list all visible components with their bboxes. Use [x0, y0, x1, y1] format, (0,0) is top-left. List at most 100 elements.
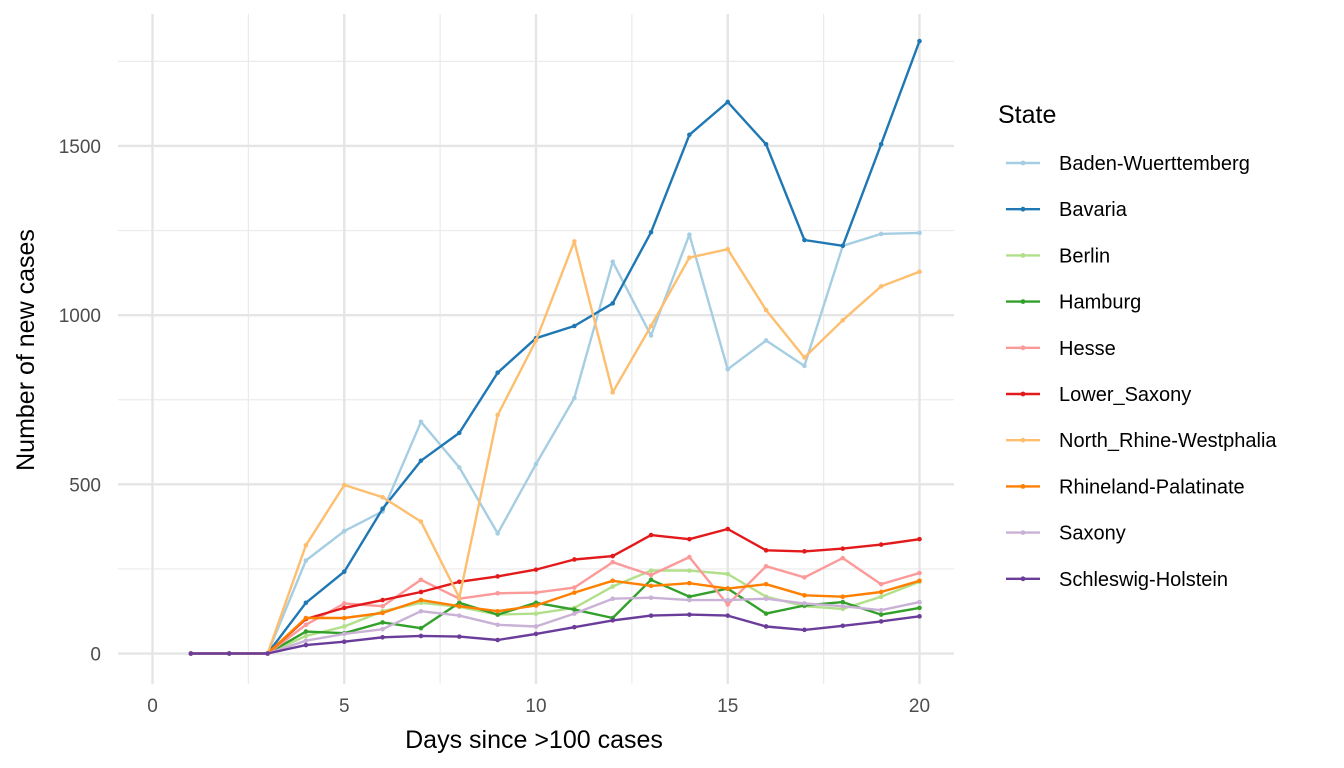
data-point [725, 586, 731, 591]
data-point [840, 555, 846, 561]
data-point [687, 597, 692, 603]
major-gridlines [118, 14, 954, 684]
legend-item: Hamburg [1006, 292, 1141, 314]
data-point [303, 600, 309, 606]
legend-key-point [1020, 391, 1026, 397]
data-point [533, 338, 539, 343]
data-point [341, 631, 347, 637]
data-point [763, 307, 769, 313]
series-line [190, 40, 921, 655]
data-point [457, 579, 462, 585]
data-point [380, 603, 385, 609]
data-point [763, 624, 769, 629]
legend-label: Bavaria [1059, 199, 1128, 221]
legend-label: Saxony [1059, 523, 1126, 545]
data-point [648, 229, 654, 235]
data-point [572, 624, 577, 630]
data-point [802, 593, 807, 598]
legend-key-point [1020, 299, 1026, 304]
data-point [495, 591, 500, 596]
data-point [226, 651, 232, 656]
data-point [725, 613, 731, 618]
data-point [610, 618, 615, 623]
data-point [495, 622, 500, 628]
series-line [190, 579, 920, 655]
data-point [572, 607, 577, 612]
data-point [763, 338, 769, 343]
data-point [610, 553, 615, 559]
data-point [648, 333, 654, 338]
data-point [610, 259, 615, 264]
data-point [495, 574, 500, 579]
legend-key-point [1020, 437, 1026, 443]
data-point [763, 611, 769, 616]
data-point [380, 494, 385, 500]
data-point [303, 638, 309, 643]
data-point [878, 607, 884, 613]
data-point [341, 605, 347, 611]
data-point [341, 482, 347, 488]
y-tick-label: 0 [90, 645, 101, 666]
data-point [457, 634, 462, 639]
legend-key-point [1020, 253, 1026, 258]
data-point [687, 132, 692, 138]
data-point [495, 531, 500, 536]
legend-label: Hesse [1059, 338, 1116, 360]
data-point [380, 626, 385, 632]
data-point [687, 232, 692, 237]
data-point [802, 237, 807, 243]
data-point [840, 599, 846, 605]
series-north-rhine-westphalia [188, 239, 922, 656]
series-line [190, 596, 920, 655]
data-point [572, 590, 577, 595]
data-point [303, 558, 309, 563]
legend-item: Hesse [1006, 338, 1116, 360]
data-point [878, 612, 884, 617]
data-point [648, 583, 654, 589]
legend-label: Schleswig-Holstein [1059, 569, 1228, 591]
data-point [840, 623, 846, 629]
data-point [763, 563, 769, 569]
data-point [572, 611, 577, 616]
data-point [380, 635, 385, 640]
legend-key-point [1020, 484, 1026, 489]
legend-label: Baden-Wuerttemberg [1059, 153, 1250, 175]
x-tick-label: 15 [717, 696, 738, 717]
data-point [648, 568, 654, 573]
data-point [418, 519, 424, 524]
data-point [802, 355, 807, 360]
data-point [878, 141, 884, 147]
data-point [341, 528, 347, 534]
legend-item: Bavaria [1006, 199, 1128, 221]
legend-item: Saxony [1006, 523, 1126, 545]
data-point [533, 624, 539, 629]
legend-key-point [1020, 530, 1026, 535]
data-point [418, 597, 424, 603]
legend-key-point [1020, 345, 1026, 351]
legend-item: Rhineland-Palatinate [1006, 476, 1245, 498]
data-point [725, 602, 731, 607]
data-point [303, 642, 309, 648]
data-point [610, 596, 615, 602]
legend-label: Lower_Saxony [1059, 384, 1191, 406]
data-point [878, 284, 884, 289]
y-axis-title: Number of new cases [12, 229, 40, 471]
data-point [687, 580, 692, 586]
data-point [495, 412, 500, 418]
data-point [802, 627, 807, 633]
data-point [418, 577, 424, 583]
data-point [763, 596, 769, 602]
series-lines [188, 38, 922, 656]
data-point [418, 633, 424, 639]
data-point [380, 506, 385, 512]
data-point [380, 610, 385, 616]
data-point [687, 255, 692, 260]
y-axis-ticks: 0 500 1000 1500 [59, 137, 101, 666]
data-point [303, 542, 309, 548]
legend: State Baden-Wuerttemberg Bavaria Berlin Ham… [998, 101, 1277, 591]
data-point [648, 532, 654, 538]
data-point [457, 600, 462, 606]
data-point [457, 430, 462, 436]
data-point [572, 585, 577, 590]
